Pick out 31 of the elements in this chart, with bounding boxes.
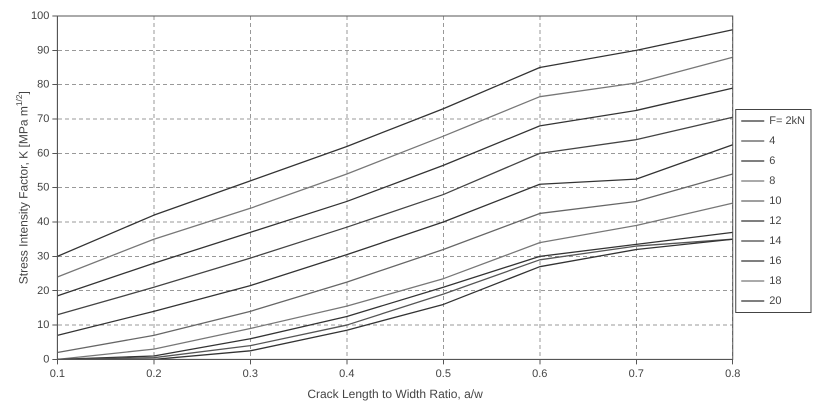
x-tick-label: 0.6 (532, 368, 548, 380)
y-tick-label: 10 (37, 319, 50, 332)
legend-label: 14 (769, 235, 782, 248)
y-axis-title: Stress Intensity Factor, K [MPa m1/2] (14, 91, 30, 284)
legend-label: 16 (769, 255, 782, 268)
y-tick-label: 90 (37, 44, 50, 56)
x-tick-label: 0.3 (242, 368, 258, 380)
x-tick-label: 0.1 (50, 368, 65, 380)
y-tick-label: 80 (37, 78, 50, 91)
legend-label: 20 (769, 295, 782, 308)
x-tick-label: 0.2 (146, 368, 162, 380)
legend-label: 18 (769, 275, 782, 288)
x-axis-title: Crack Length to Width Ratio, a/w (307, 387, 484, 402)
x-tick-label: 0.4 (339, 368, 354, 380)
y-tick-label: 30 (37, 250, 50, 262)
legend-label: 12 (769, 215, 782, 228)
y-tick-label: 50 (37, 182, 50, 194)
legend-label: 6 (769, 155, 776, 168)
legend-label: 8 (769, 175, 776, 188)
x-tick-label: 0.7 (628, 368, 644, 380)
legend-label: 4 (769, 135, 776, 148)
y-tick-label: 70 (37, 113, 50, 126)
legend-label: 10 (769, 195, 782, 208)
y-tick-label: 0 (43, 353, 50, 366)
y-tick-label: 20 (37, 284, 50, 297)
y-tick-label: 60 (37, 147, 50, 160)
x-tick-label: 0.8 (725, 368, 740, 380)
y-tick-label: 100 (30, 10, 50, 22)
x-tick-label: 0.5 (436, 368, 451, 380)
y-tick-label: 40 (37, 216, 50, 228)
legend-label: F= 2kN (769, 115, 806, 128)
